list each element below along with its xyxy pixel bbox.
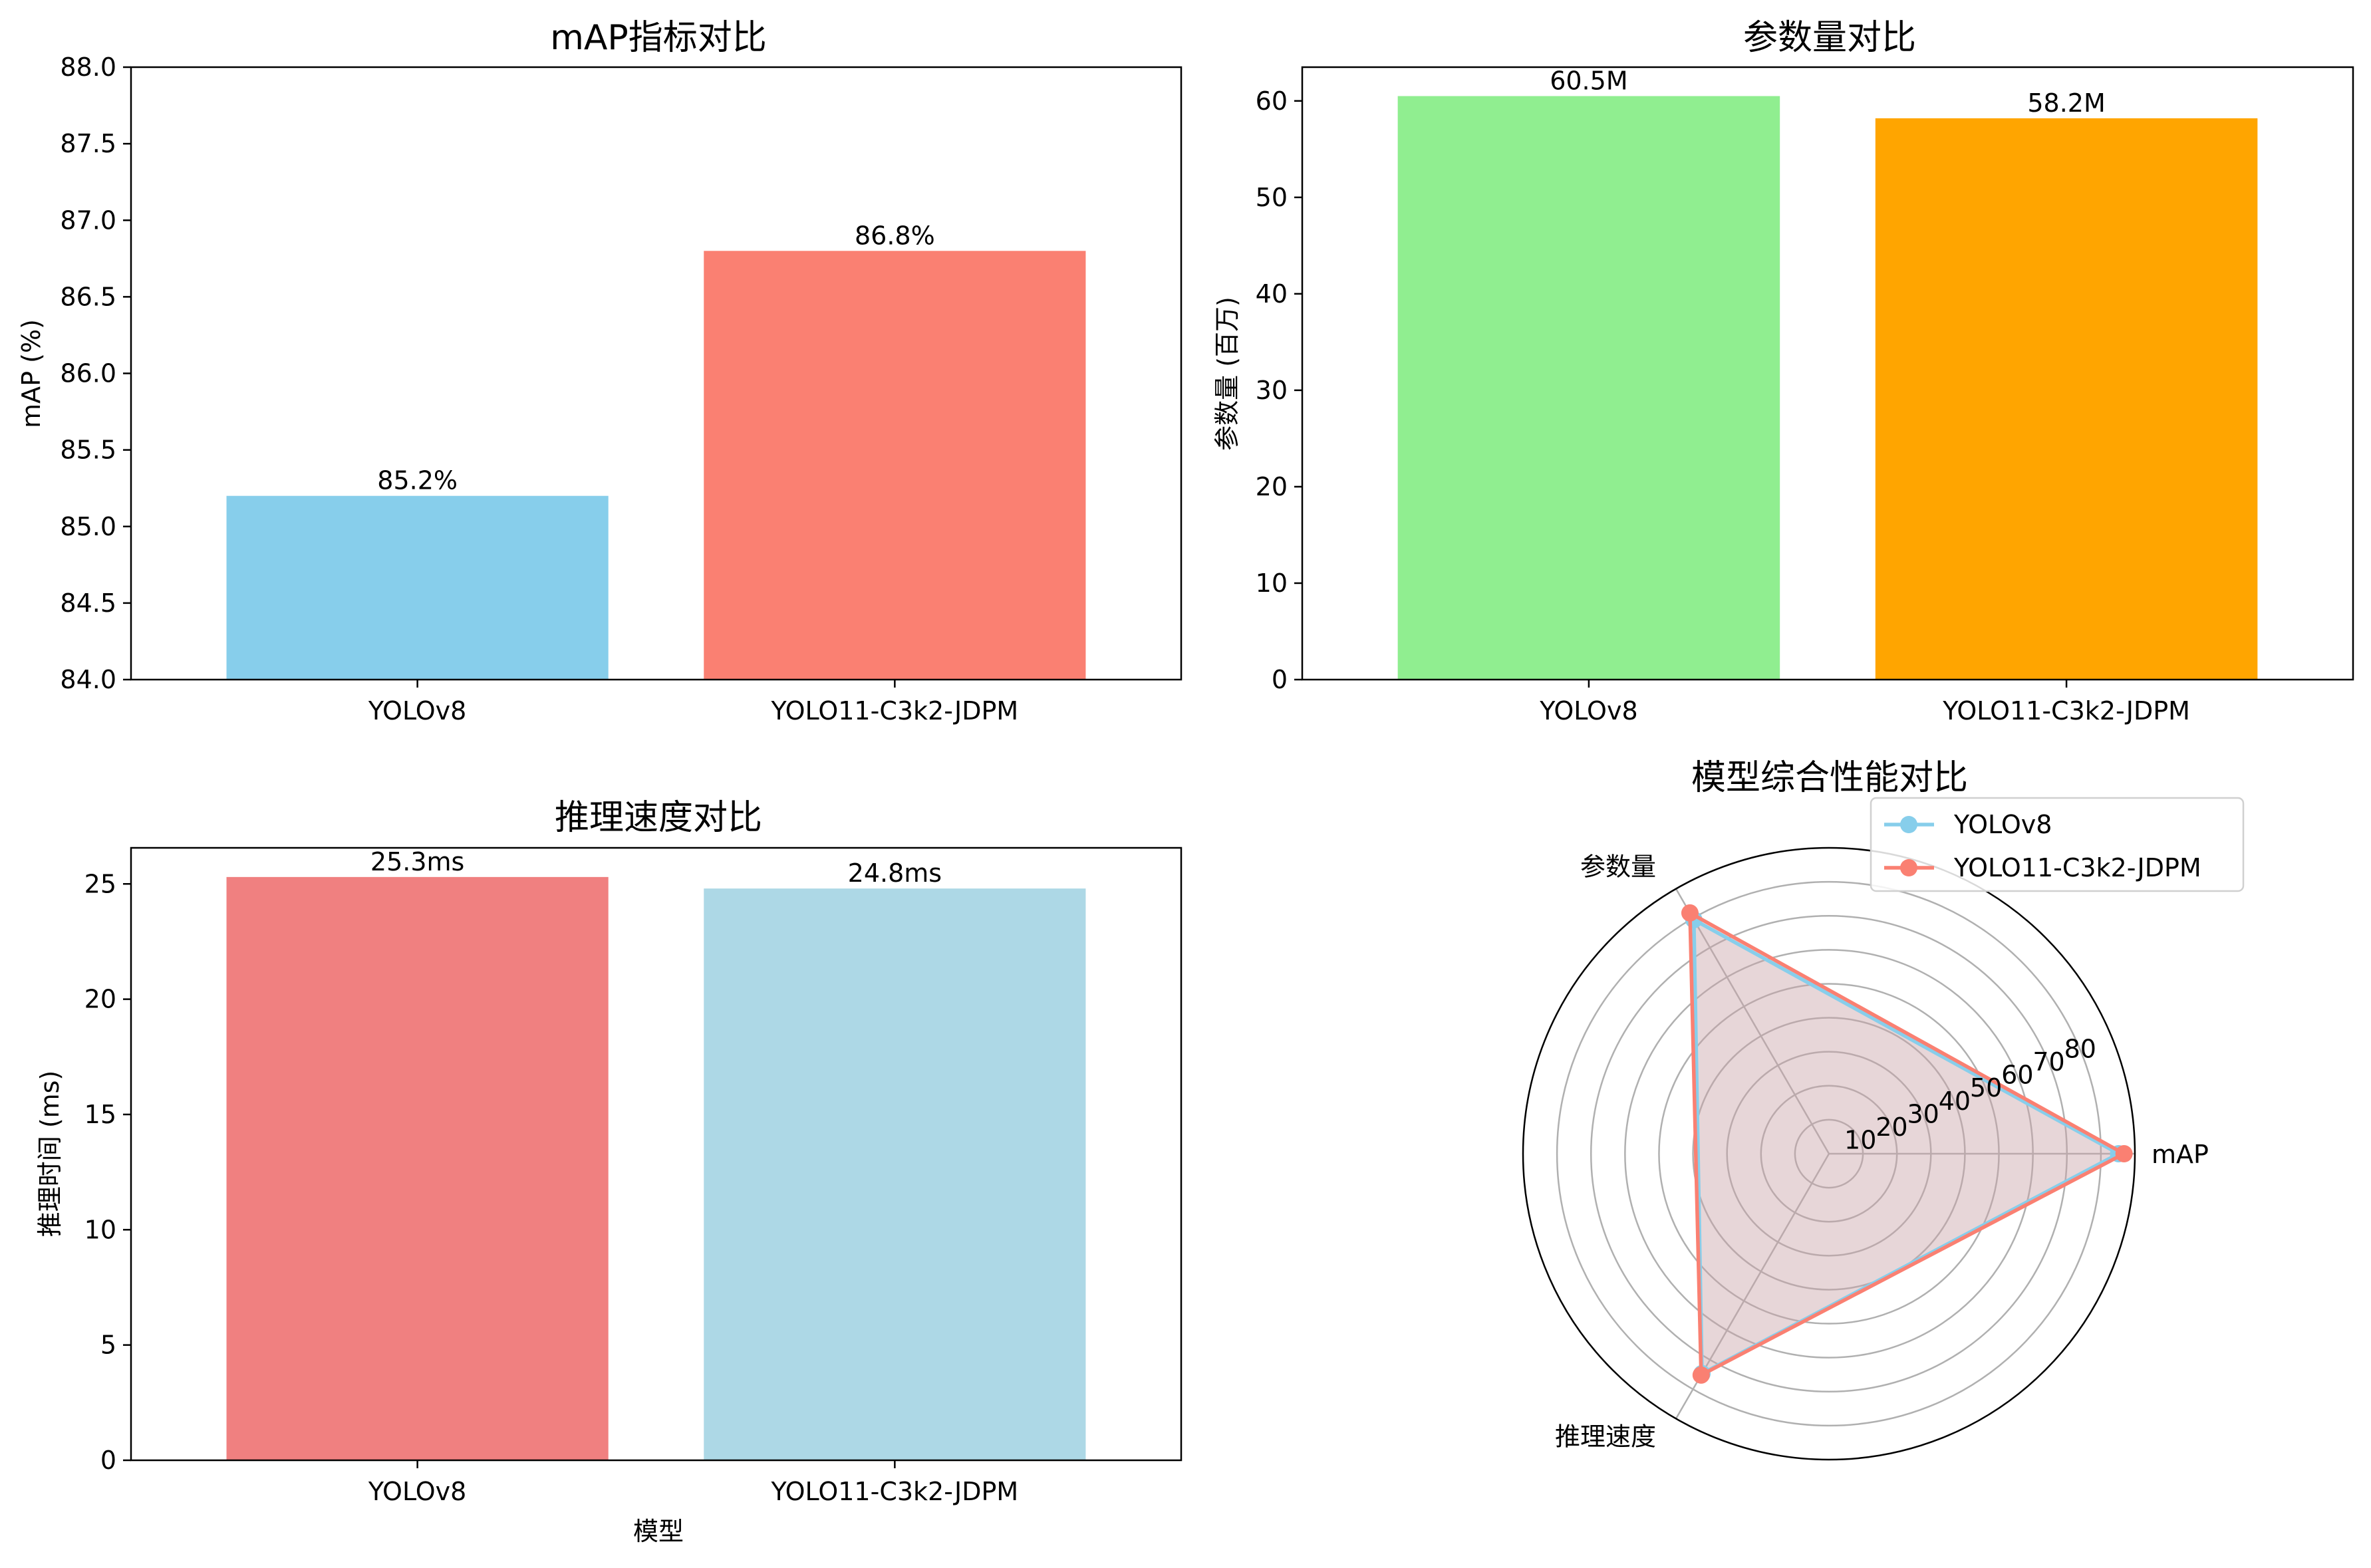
y-tick-label: 25 [84,869,116,898]
y-tick-label: 20 [1256,472,1288,501]
radial-tick-label: 70 [2032,1047,2064,1077]
data-label: 24.8ms [848,858,942,888]
y-tick-label: 85.5 [60,436,116,465]
y-tick-label: 10 [1256,569,1288,598]
y-tick-label: 0 [1272,665,1288,694]
data-label: 25.3ms [370,847,464,876]
series-point [2115,1145,2133,1162]
angular-axis-label: 参数量 [1580,852,1656,882]
legend-label: YOLO11-C3k2-JDPM [1953,853,2201,882]
radial-tick-label: 50 [1970,1073,2002,1103]
y-tick-label: 87.5 [60,129,116,158]
series-line [1688,910,2125,1378]
y-tick-label: 86.0 [60,359,116,388]
plot-frame [130,847,1183,1462]
chart-title: 模型综合性能对比 [1691,758,1968,798]
chart-title: 推理速度对比 [555,798,762,838]
map-bar-chart: mAP指标对比 mAP (%) 85.2% 86.8% 84.0 84.5 85.0 85… [17,18,1183,725]
angular-axis-label: 推理速度 [1555,1422,1656,1451]
legend-box [1870,797,2245,892]
series-point [1692,1366,1710,1384]
bar [226,876,609,1460]
radar-area [1693,920,2119,1374]
data-label: 86.8% [855,221,935,250]
plot-frame [1301,66,2354,681]
y-tick-label: 87.0 [60,205,116,235]
data-label: 85.2% [377,466,458,495]
y-tick-label: 60 [1256,86,1288,116]
x-tick-label: YOLOv8 [368,1477,466,1506]
radial-tick-label: 20 [1876,1112,1907,1142]
params-bar-chart: 参数量对比 参数量 (百万) 60.5M 58.2M 0 10 20 30 40 50 60 YO… [1212,18,2354,725]
series-point [1681,904,1699,922]
legend-label: YOLOv8 [1953,810,2052,839]
y-tick-label: 86.5 [60,282,116,311]
radar-area [1689,912,2124,1375]
x-tick-label: YOLO11-C3k2-JDPM [770,696,1018,725]
radial-tick-label: 10 [1844,1125,1876,1154]
y-tick-label: 5 [100,1331,116,1360]
radial-tick-label: 60 [2001,1061,2033,1090]
y-tick-label: 85.0 [60,512,116,541]
bar [1397,96,1780,680]
y-tick-label: 0 [100,1446,116,1475]
legend-marker [1900,816,1917,833]
data-label: 58.2M [2027,88,2105,118]
y-tick-label: 20 [84,985,116,1014]
y-axis-label: 参数量 (百万) [1212,297,1242,451]
angular-axis-label: mAP [2152,1140,2209,1169]
x-tick-label: YOLO11-C3k2-JDPM [1942,696,2190,725]
angular-grid-line [1675,888,1830,1154]
x-tick-label: YOLOv8 [1539,696,1637,725]
y-tick-label: 84.0 [60,665,116,694]
speed-bar-chart: 推理速度对比 推理时间 (ms) 模型 25.3ms 24.8ms 0 5 10 15 20… [35,798,1183,1546]
y-tick-label: 84.5 [60,588,116,618]
radial-tick-label: 30 [1907,1099,1939,1128]
chart-title: mAP指标对比 [550,18,767,58]
chart-title: 参数量对比 [1743,18,1916,58]
bar [704,888,1086,1460]
radar-outer-frame [1522,847,2136,1461]
bar [704,251,1086,680]
y-tick-label: 10 [84,1215,116,1244]
y-tick-label: 30 [1256,376,1288,405]
x-axis-label: 模型 [633,1517,684,1546]
bar [226,495,609,680]
y-tick-label: 15 [84,1100,116,1129]
radial-tick-label: 80 [2064,1035,2096,1064]
y-axis-label: 推理时间 (ms) [35,1071,65,1238]
legend-marker [1900,859,1917,876]
radial-tick-label: 40 [1939,1087,1971,1116]
y-tick-label: 40 [1256,279,1288,309]
x-tick-label: YOLOv8 [368,696,466,725]
data-label: 60.5M [1550,66,1627,96]
bar [1875,118,2258,680]
y-axis-label: mAP (%) [17,319,46,428]
y-tick-label: 50 [1256,183,1288,212]
y-tick-label: 88.0 [60,53,116,82]
x-tick-label: YOLO11-C3k2-JDPM [770,1477,1018,1506]
